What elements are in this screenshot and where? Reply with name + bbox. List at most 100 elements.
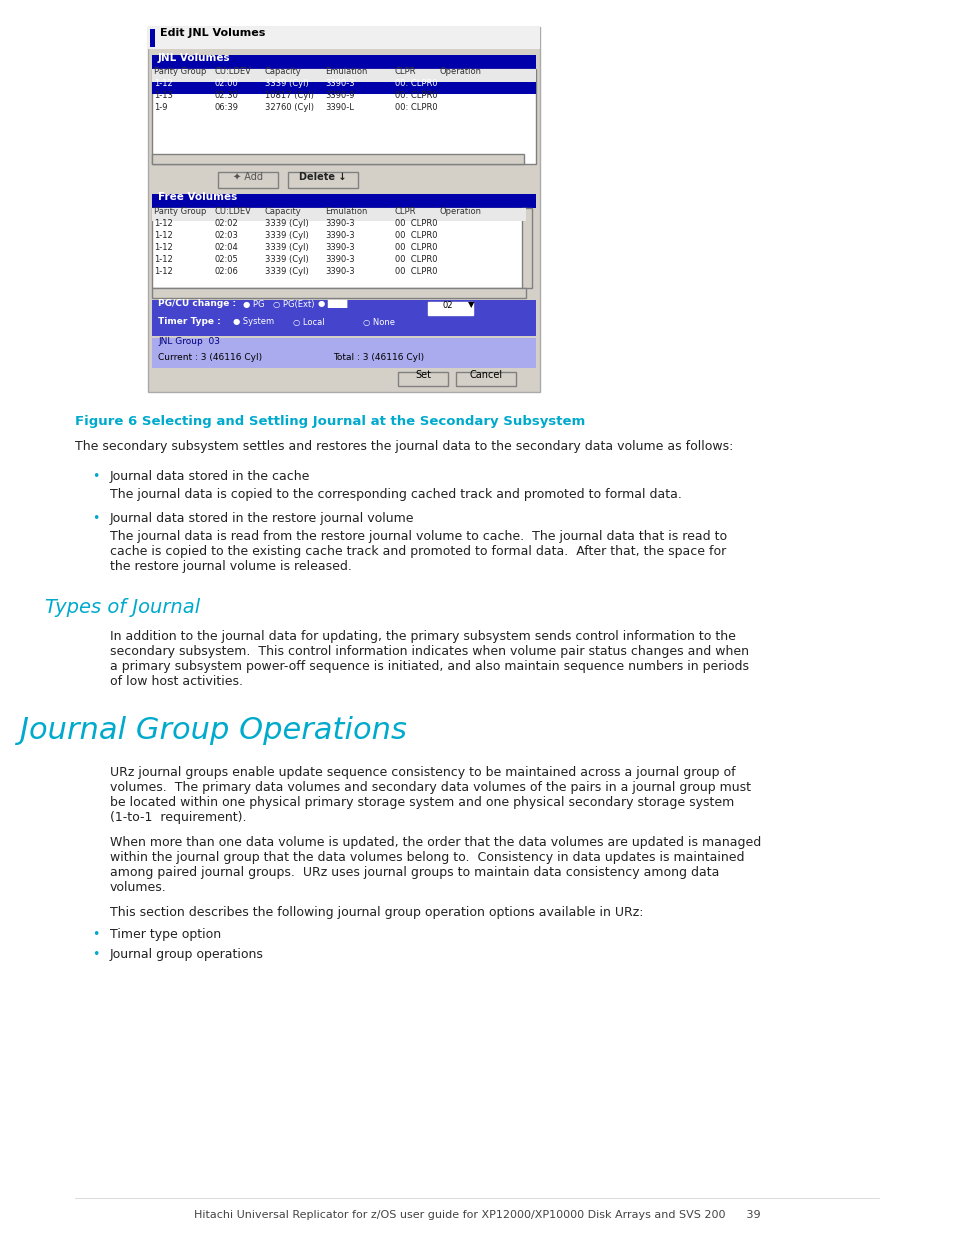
- Text: CLPR: CLPR: [395, 206, 416, 215]
- FancyBboxPatch shape: [152, 207, 525, 288]
- FancyBboxPatch shape: [288, 172, 357, 188]
- Text: Edit JNL Volumes: Edit JNL Volumes: [160, 28, 265, 38]
- Text: Timer type option: Timer type option: [110, 927, 221, 941]
- Text: Operation: Operation: [439, 68, 481, 77]
- Text: Timer Type :: Timer Type :: [158, 317, 220, 326]
- Text: Operation: Operation: [439, 206, 481, 215]
- FancyBboxPatch shape: [152, 194, 536, 207]
- Text: 00  CLPR0: 00 CLPR0: [395, 231, 437, 240]
- Text: ● PG: ● PG: [243, 300, 264, 309]
- Text: 02:03: 02:03: [214, 231, 238, 240]
- Text: 06:39: 06:39: [214, 104, 239, 112]
- Text: Set: Set: [415, 370, 431, 380]
- FancyBboxPatch shape: [148, 27, 539, 391]
- Text: ● ███: ● ███: [317, 300, 347, 309]
- Text: PG/CU change :: PG/CU change :: [158, 300, 236, 309]
- Text: 00: CLPR0: 00: CLPR0: [395, 91, 437, 100]
- Text: 3390-3: 3390-3: [325, 242, 355, 252]
- Text: The journal data is read from the restore journal volume to cache.  The journal : The journal data is read from the restor…: [110, 530, 726, 573]
- Text: 02:06: 02:06: [214, 267, 238, 275]
- Text: Figure 6 Selecting and Settling Journal at the Secondary Subsystem: Figure 6 Selecting and Settling Journal …: [75, 415, 584, 429]
- Text: 00  CLPR0: 00 CLPR0: [395, 219, 437, 227]
- Text: 3390-3: 3390-3: [325, 219, 355, 227]
- Text: ▼: ▼: [468, 300, 474, 310]
- FancyBboxPatch shape: [152, 370, 536, 390]
- Text: Journal data stored in the restore journal volume: Journal data stored in the restore journ…: [110, 513, 414, 525]
- Text: 02:04: 02:04: [214, 242, 238, 252]
- Text: CU:LDEV: CU:LDEV: [214, 206, 252, 215]
- Text: Journal group operations: Journal group operations: [110, 948, 264, 961]
- Text: Current : 3 (46116 Cyl): Current : 3 (46116 Cyl): [158, 352, 262, 362]
- Text: The journal data is copied to the corresponding cached track and promoted to for: The journal data is copied to the corres…: [110, 488, 681, 501]
- FancyBboxPatch shape: [152, 354, 536, 368]
- FancyBboxPatch shape: [152, 69, 536, 164]
- Text: ○ None: ○ None: [363, 317, 395, 326]
- Text: This section describes the following journal group operation options available i: This section describes the following jou…: [110, 906, 643, 919]
- Text: 3339 (Cyl): 3339 (Cyl): [265, 254, 309, 263]
- Text: 02:00: 02:00: [214, 79, 238, 89]
- Text: CLPR: CLPR: [395, 68, 416, 77]
- Text: 1-12: 1-12: [153, 219, 172, 227]
- Text: Cancel: Cancel: [469, 370, 502, 380]
- FancyBboxPatch shape: [428, 303, 473, 315]
- Text: Journal Group Operations: Journal Group Operations: [20, 716, 406, 745]
- FancyBboxPatch shape: [152, 338, 536, 354]
- Text: Parity Group: Parity Group: [153, 68, 206, 77]
- Text: 1-12: 1-12: [153, 254, 172, 263]
- Text: In addition to the journal data for updating, the primary subsystem sends contro: In addition to the journal data for upda…: [110, 630, 748, 688]
- Text: 1-9: 1-9: [153, 104, 168, 112]
- Text: 3339 (Cyl): 3339 (Cyl): [265, 219, 309, 227]
- FancyBboxPatch shape: [218, 172, 277, 188]
- Text: 02:05: 02:05: [214, 254, 238, 263]
- Text: Parity Group: Parity Group: [153, 206, 206, 215]
- Text: 32760 (Cyl): 32760 (Cyl): [265, 104, 314, 112]
- FancyBboxPatch shape: [152, 317, 536, 336]
- Text: 02: 02: [442, 300, 453, 310]
- Text: 00  CLPR0: 00 CLPR0: [395, 242, 437, 252]
- Text: 3390-9: 3390-9: [325, 91, 355, 100]
- FancyBboxPatch shape: [152, 56, 536, 69]
- Text: 1-13: 1-13: [153, 91, 172, 100]
- Text: The secondary subsystem settles and restores the journal data to the secondary d: The secondary subsystem settles and rest…: [75, 440, 733, 453]
- FancyBboxPatch shape: [152, 82, 536, 94]
- Text: Emulation: Emulation: [325, 206, 367, 215]
- Text: Free Volumes: Free Volumes: [158, 191, 237, 203]
- Text: 3390-L: 3390-L: [325, 104, 354, 112]
- Text: Total : 3 (46116 Cyl): Total : 3 (46116 Cyl): [333, 352, 424, 362]
- FancyBboxPatch shape: [521, 207, 532, 288]
- Text: 00: CLPR0: 00: CLPR0: [395, 79, 437, 89]
- Text: 1-12: 1-12: [153, 242, 172, 252]
- FancyBboxPatch shape: [152, 154, 523, 164]
- FancyBboxPatch shape: [397, 372, 448, 387]
- Text: 3339 (Cyl): 3339 (Cyl): [265, 267, 309, 275]
- Text: URz journal groups enable update sequence consistency to be maintained across a : URz journal groups enable update sequenc…: [110, 766, 750, 824]
- Text: 1-12: 1-12: [153, 79, 172, 89]
- FancyBboxPatch shape: [152, 69, 536, 82]
- Text: 10817 (Cyl): 10817 (Cyl): [265, 91, 314, 100]
- Text: 00: CLPR0: 00: CLPR0: [395, 104, 437, 112]
- Text: Emulation: Emulation: [325, 68, 367, 77]
- Text: ✦ Add: ✦ Add: [233, 172, 263, 182]
- Text: JNL Volumes: JNL Volumes: [158, 53, 231, 63]
- Text: 00  CLPR0: 00 CLPR0: [395, 267, 437, 275]
- Text: •: •: [91, 948, 99, 961]
- Text: Capacity: Capacity: [265, 206, 301, 215]
- Text: 3390-3: 3390-3: [325, 267, 355, 275]
- Text: 02:30: 02:30: [214, 91, 238, 100]
- FancyBboxPatch shape: [150, 28, 154, 47]
- FancyBboxPatch shape: [152, 288, 525, 298]
- Text: •: •: [91, 513, 99, 525]
- Text: 3390-3: 3390-3: [325, 79, 355, 89]
- Text: When more than one data volume is updated, the order that the data volumes are u: When more than one data volume is update…: [110, 836, 760, 894]
- Text: 1-12: 1-12: [153, 231, 172, 240]
- Text: 3390-3: 3390-3: [325, 254, 355, 263]
- Text: •: •: [91, 927, 99, 941]
- Text: Hitachi Universal Replicator for z/OS user guide for XP12000/XP10000 Disk Arrays: Hitachi Universal Replicator for z/OS us…: [193, 1210, 760, 1220]
- Text: ● System: ● System: [233, 317, 274, 326]
- Text: CU:LDEV: CU:LDEV: [214, 68, 252, 77]
- FancyBboxPatch shape: [148, 27, 539, 49]
- Text: JNL Group  03: JNL Group 03: [158, 336, 220, 346]
- Text: 3339 (Cyl): 3339 (Cyl): [265, 79, 309, 89]
- FancyBboxPatch shape: [152, 207, 525, 221]
- Text: 3339 (Cyl): 3339 (Cyl): [265, 242, 309, 252]
